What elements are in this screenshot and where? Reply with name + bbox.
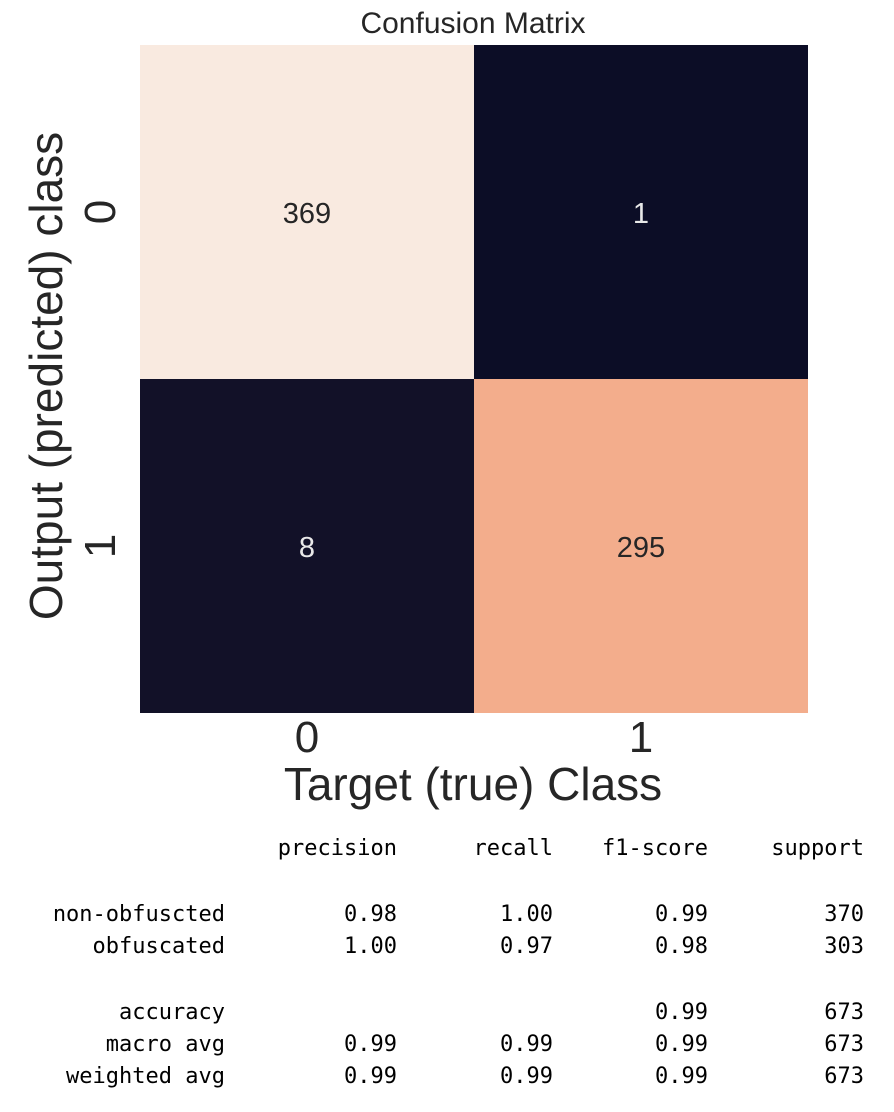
report-col-recall: recall xyxy=(473,836,553,861)
report-cell-recall: 0.99 xyxy=(500,1032,553,1057)
report-cell-support: 370 xyxy=(824,902,864,927)
report-cell-precision: 0.99 xyxy=(344,1064,397,1089)
report-col-f1-score: f1-score xyxy=(602,836,708,861)
report-cell-precision: 0.98 xyxy=(344,902,397,927)
chart-title: Confusion Matrix xyxy=(360,7,585,40)
report-row: weighted avg 0.99 0.99 0.99 673 xyxy=(0,1061,894,1093)
report-col-precision: precision xyxy=(277,836,397,861)
report-row: accuracy 0.99 673 xyxy=(0,997,894,1029)
heatmap-cell-value: 369 xyxy=(283,198,331,230)
report-row: obfuscated 1.00 0.97 0.98 303 xyxy=(0,931,894,963)
report-row: macro avg 0.99 0.99 0.99 673 xyxy=(0,1029,894,1061)
report-col-support: support xyxy=(771,836,864,861)
report-cell-f1: 0.99 xyxy=(655,1064,708,1089)
report-cell-support: 673 xyxy=(824,1000,864,1025)
x-tick-label: 1 xyxy=(629,713,653,762)
report-row-label: obfuscated xyxy=(92,934,225,959)
report-cell-precision: 1.00 xyxy=(344,934,397,959)
heatmap-cell-0-0 xyxy=(140,45,474,379)
heatmap-labels: 369 1 8 295 0 1 0 1 xyxy=(76,198,665,762)
report-cell-recall: 0.97 xyxy=(500,934,553,959)
report-row-label: weighted avg xyxy=(66,1064,225,1089)
report-row-label: macro avg xyxy=(105,1032,225,1057)
y-tick-label: 0 xyxy=(76,200,125,224)
heatmap-cell-value: 1 xyxy=(633,198,649,230)
report-row: non-obfuscted 0.98 1.00 0.99 370 xyxy=(0,899,894,931)
report-spacer xyxy=(0,963,894,997)
report-cell-precision: 0.99 xyxy=(344,1032,397,1057)
report-cell-f1: 0.99 xyxy=(655,1000,708,1025)
classification-report: precision recall f1-score support non-ob… xyxy=(0,833,894,1093)
confusion-matrix-chart: Confusion Matrix 369 1 8 295 0 1 0 1 Target (tr… xyxy=(20,7,808,810)
report-cell-f1: 0.98 xyxy=(655,934,708,959)
report-cell-f1: 0.99 xyxy=(655,1032,708,1057)
report-row-label: accuracy xyxy=(119,1000,225,1025)
heatmap-cells xyxy=(140,45,808,713)
report-cell-f1: 0.99 xyxy=(655,902,708,927)
report-cell-recall: 0.99 xyxy=(500,1064,553,1089)
heatmap-cell-0-1 xyxy=(474,45,808,379)
report-row-label: non-obfuscted xyxy=(52,902,225,927)
heatmap-cell-value: 8 xyxy=(299,532,315,564)
x-axis-label: Target (true) Class xyxy=(284,758,662,810)
report-cell-support: 673 xyxy=(824,1064,864,1089)
y-axis-label: Output (predicted) class xyxy=(20,132,72,620)
y-tick-label: 1 xyxy=(76,534,125,558)
x-tick-label: 0 xyxy=(295,713,319,762)
report-header-row: precision recall f1-score support xyxy=(0,833,894,865)
report-cell-recall: 1.00 xyxy=(500,902,553,927)
report-cell-support: 303 xyxy=(824,934,864,959)
heatmap-cell-value: 295 xyxy=(617,532,665,564)
report-spacer xyxy=(0,865,894,899)
heatmap-cell-1-1 xyxy=(474,379,808,713)
report-cell-support: 673 xyxy=(824,1032,864,1057)
heatmap-cell-1-0 xyxy=(140,379,474,713)
